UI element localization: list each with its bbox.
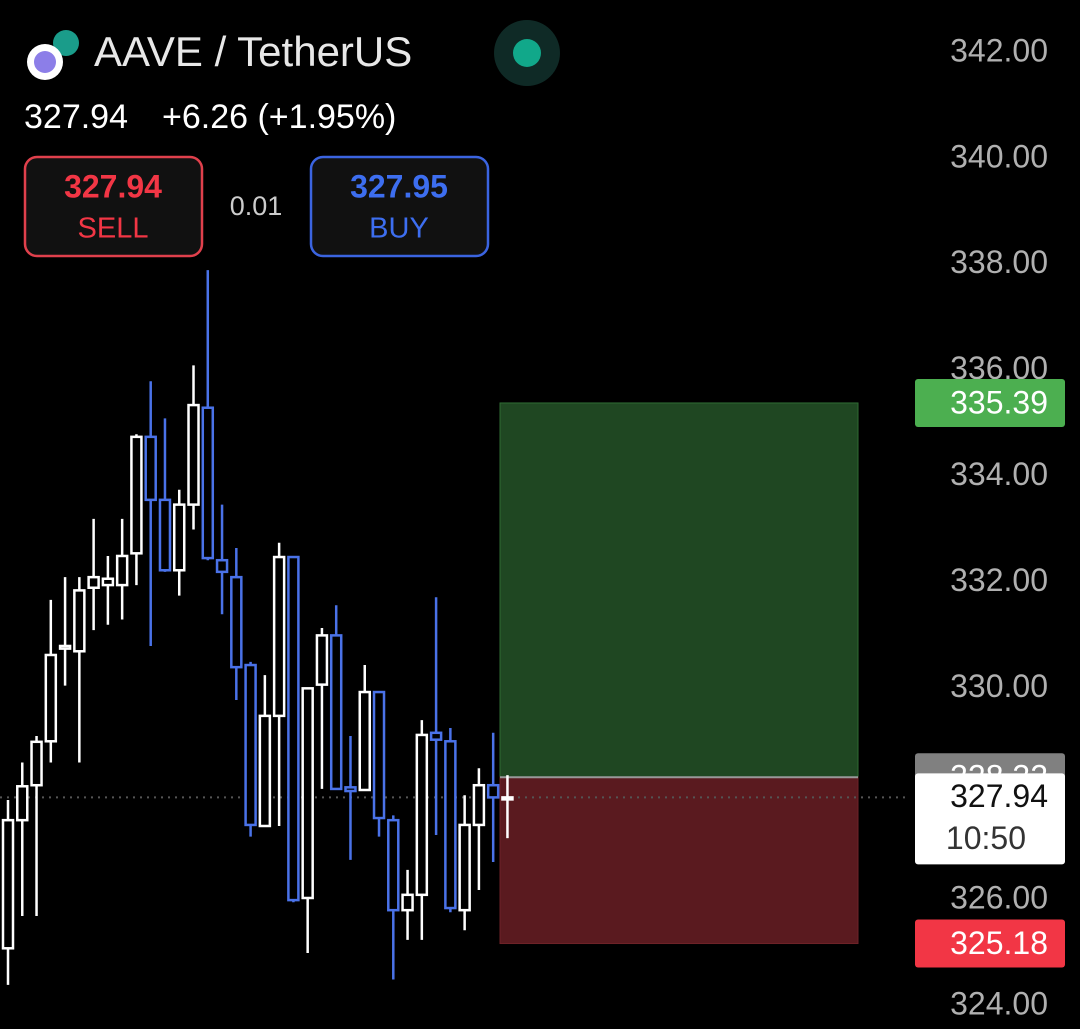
candle-body (258, 714, 272, 828)
current-price-tag-bg (915, 773, 1065, 865)
candle-body (272, 555, 286, 718)
candle-body (230, 575, 243, 669)
current-price-tag: 327.94 (950, 778, 1048, 814)
candle-body (501, 796, 514, 801)
candle-body (344, 786, 357, 793)
base-icon-inner (34, 51, 56, 73)
status-dot (513, 39, 541, 67)
header: AAVE / TetherUS 327.94 +6.26 (+1.95%) 32… (23, 20, 560, 258)
sell-button[interactable] (23, 155, 204, 258)
candle-body (16, 785, 29, 822)
spread: 0.01 (230, 191, 283, 221)
candle-body (115, 554, 129, 587)
y-tick-label: 338.00 (950, 244, 1048, 280)
candle-body (287, 555, 300, 902)
candle-body (401, 893, 414, 912)
y-tick-label: 324.00 (950, 985, 1048, 1021)
candle-body (44, 653, 58, 743)
candle-body (329, 634, 343, 791)
candle-body (387, 818, 400, 912)
last-price: 327.94 (24, 98, 128, 136)
y-tick-label: 326.00 (950, 880, 1048, 916)
take-profit-zone (499, 402, 859, 778)
candle-body (1, 818, 15, 950)
candle-body (101, 577, 115, 587)
candle-body (187, 403, 200, 506)
candle-body (301, 687, 314, 900)
candle-body (429, 731, 443, 741)
candle-body (415, 733, 429, 897)
buy-price: 327.95 (350, 168, 448, 204)
y-tick-label: 340.00 (950, 138, 1048, 174)
buy-label: BUY (369, 213, 429, 245)
stop-loss-tag: 325.18 (950, 925, 1048, 961)
candle-body (144, 435, 157, 502)
buy-button[interactable] (309, 155, 490, 258)
candle-body (172, 503, 186, 572)
candle-body (130, 435, 143, 555)
stop-loss-tag-bg (915, 919, 1065, 968)
candle-body (244, 663, 257, 827)
candle-body (458, 823, 471, 912)
candle-body (30, 740, 43, 787)
y-tick-label: 330.00 (950, 668, 1048, 704)
y-tick-label: 342.00 (950, 32, 1048, 68)
y-tick-label: 334.00 (950, 456, 1048, 492)
candle-body (472, 783, 486, 827)
sell-label: SELL (78, 213, 149, 245)
stop-loss-zone (499, 776, 859, 945)
candle-body (372, 690, 386, 820)
take-profit-tag: 335.39 (950, 384, 1048, 420)
countdown: 10:50 (946, 820, 1026, 856)
quote-icon (53, 30, 79, 56)
candle-body (358, 690, 371, 792)
candle-body (444, 740, 457, 910)
candle-body (87, 575, 100, 589)
candle-body (73, 589, 86, 653)
candle-body (486, 783, 500, 799)
candle-body (201, 406, 215, 560)
symbol-title: AAVE / TetherUS (94, 28, 412, 75)
sell-price: 327.94 (64, 168, 162, 204)
plot (0, 52, 908, 1007)
take-profit-tag-bg (915, 378, 1065, 427)
candle-body (158, 498, 172, 572)
candle-body (215, 558, 229, 574)
price-change: +6.26 (+1.95%) (162, 98, 396, 136)
y-tick-label: 332.00 (950, 562, 1048, 598)
candle-body (315, 634, 329, 686)
candle-body (58, 644, 72, 650)
